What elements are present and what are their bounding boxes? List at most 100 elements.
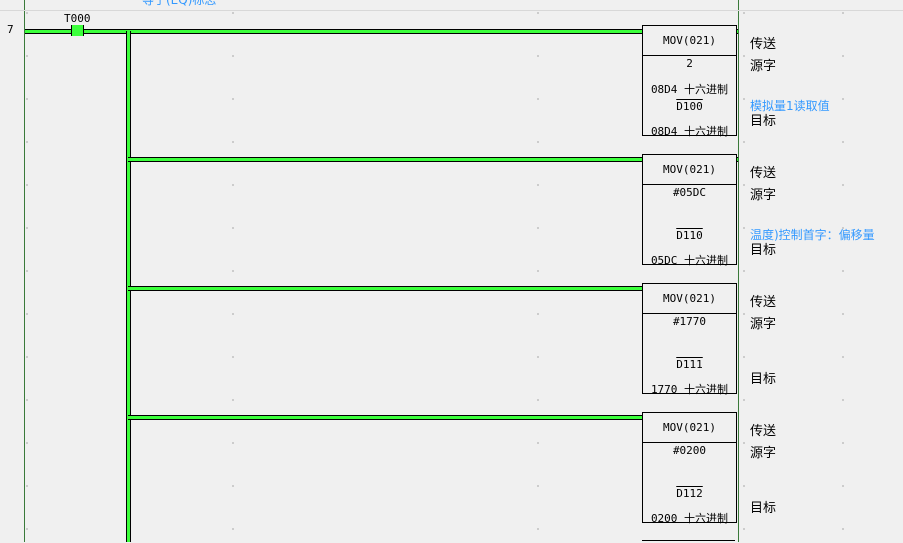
wire-stub	[736, 29, 738, 34]
grid-dot	[26, 485, 28, 487]
grid-dot	[26, 528, 28, 530]
operand-label: 目标	[750, 114, 777, 129]
grid-dot	[537, 356, 539, 358]
dest-value: 1770 十六进制	[650, 383, 729, 396]
grid-dot	[232, 442, 234, 444]
grid-dot	[743, 141, 745, 143]
grid-dot	[232, 12, 234, 14]
instruction-name: MOV(021)	[643, 413, 736, 443]
dest-operand[interactable]: D112	[676, 487, 703, 500]
grid-dot	[743, 55, 745, 57]
grid-dot	[842, 313, 844, 315]
grid-dot	[842, 356, 844, 358]
grid-dot	[537, 12, 539, 14]
contact-t000[interactable]	[71, 25, 84, 36]
source-operand[interactable]: 2	[686, 57, 693, 70]
operand-comment: 模拟量1读取值	[750, 99, 830, 113]
operand-label: 传送	[750, 166, 777, 181]
grid-dot	[842, 442, 844, 444]
grid-dot	[232, 55, 234, 57]
grid-dot	[26, 141, 28, 143]
rung-wire-4	[128, 415, 642, 420]
grid-dot	[842, 227, 844, 229]
source-operand[interactable]: #1770	[672, 315, 707, 328]
grid-dot	[743, 184, 745, 186]
source-operand[interactable]: #05DC	[672, 186, 707, 199]
rung-number: 7	[7, 23, 14, 36]
grid-dot	[537, 55, 539, 57]
operand-label: 源字	[750, 59, 777, 74]
grid-dot	[537, 485, 539, 487]
grid-dot	[842, 98, 844, 100]
grid-dot	[537, 313, 539, 315]
grid-dot	[26, 399, 28, 401]
grid-dot	[26, 356, 28, 358]
grid-dot	[743, 313, 745, 315]
grid-dot	[26, 98, 28, 100]
grid-dot	[842, 485, 844, 487]
grid-dot	[26, 184, 28, 186]
operand-label: 目标	[750, 372, 777, 387]
grid-dot	[537, 270, 539, 272]
grid-dot	[743, 356, 745, 358]
grid-dot	[842, 141, 844, 143]
right-power-rail	[738, 0, 739, 542]
grid-dot	[232, 399, 234, 401]
grid-dot	[26, 442, 28, 444]
dest-operand[interactable]: D100	[676, 100, 703, 113]
rung-wire-3	[128, 286, 642, 291]
grid-dot	[842, 399, 844, 401]
operand-label: 传送	[750, 295, 777, 310]
instruction-name: MOV(021)	[643, 155, 736, 185]
rung-wire-1	[25, 29, 642, 34]
dest-value: 08D4 十六进制	[650, 125, 729, 138]
grid-dot	[842, 184, 844, 186]
operand-comment: 温度)控制首字：偏移量	[750, 228, 875, 242]
contact-label[interactable]: T000	[64, 12, 91, 25]
mov-instruction-block[interactable]: MOV(021) #1770 D111 1770 十六进制	[642, 283, 737, 396]
grid-dot	[537, 98, 539, 100]
dest-operand[interactable]: D110	[676, 229, 703, 242]
grid-dot	[232, 98, 234, 100]
grid-dot	[842, 270, 844, 272]
dest-value: 0200 十六进制	[650, 512, 729, 525]
operand-label: 目标	[750, 243, 777, 258]
grid-dot	[537, 184, 539, 186]
mov-instruction-block[interactable]: MOV(021) 2 08D4 十六进制 D100 08D4 十六进制	[642, 25, 737, 138]
grid-dot	[232, 356, 234, 358]
grid-dot	[232, 528, 234, 530]
grid-dot	[743, 442, 745, 444]
grid-dot	[743, 399, 745, 401]
grid-dot	[232, 485, 234, 487]
rung-gutter	[0, 0, 25, 542]
grid-dot	[232, 184, 234, 186]
mov-instruction-block[interactable]: MOV(021) #0200 D112 0200 十六进制	[642, 412, 737, 525]
grid-dot	[26, 270, 28, 272]
grid-dot	[232, 141, 234, 143]
grid-dot	[537, 442, 539, 444]
grid-dot	[232, 313, 234, 315]
grid-dot	[26, 12, 28, 14]
grid-dot	[232, 270, 234, 272]
grid-dot	[743, 270, 745, 272]
source-value: 08D4 十六进制	[650, 83, 729, 96]
grid-dot	[26, 313, 28, 315]
grid-dot	[537, 399, 539, 401]
grid-dot	[537, 528, 539, 530]
grid-dot	[743, 485, 745, 487]
grid-dot	[743, 98, 745, 100]
next-block-edge	[642, 540, 735, 543]
rung-separator	[0, 10, 903, 11]
mov-instruction-block[interactable]: MOV(021) #05DC D110 05DC 十六进制	[642, 154, 737, 267]
operand-label: 源字	[750, 188, 777, 203]
operand-label: 传送	[750, 424, 777, 439]
operand-label: 源字	[750, 317, 777, 332]
source-operand[interactable]: #0200	[672, 444, 707, 457]
grid-dot	[743, 227, 745, 229]
grid-dot	[842, 528, 844, 530]
grid-dot	[743, 528, 745, 530]
grid-dot	[26, 55, 28, 57]
grid-dot	[537, 141, 539, 143]
dest-operand[interactable]: D111	[676, 358, 703, 371]
dest-value: 05DC 十六进制	[650, 254, 729, 267]
